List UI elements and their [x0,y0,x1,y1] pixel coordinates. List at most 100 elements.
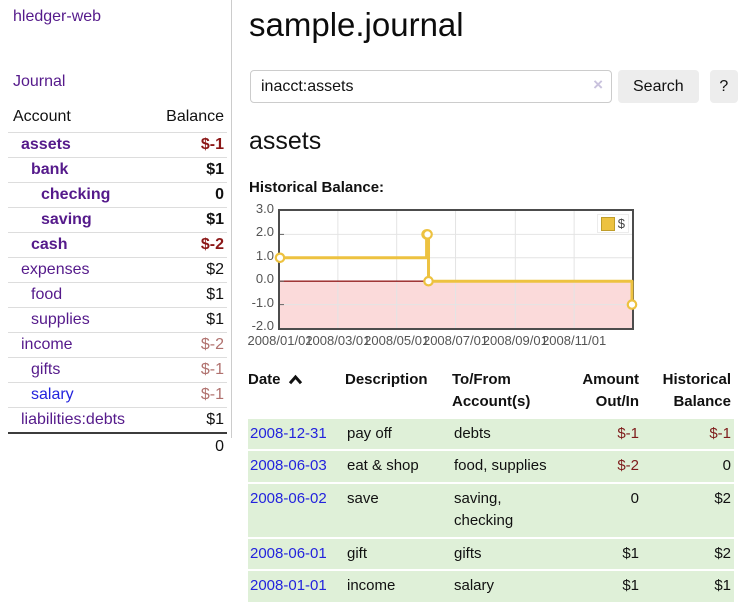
y-axis-label: 0.0 [255,271,274,287]
account-balance: $-1 [160,132,227,158]
tx-description: eat & shop [345,449,452,483]
account-link[interactable]: expenses [21,261,90,278]
chart-section-label: Historical Balance: [249,179,385,196]
account-link[interactable]: supplies [31,311,90,328]
account-row: checking 0 [8,182,227,208]
account-row: bank $1 [8,157,227,183]
account-link[interactable]: cash [31,236,68,253]
transaction-row: 2008-01-01 income salary $1 $1 [248,569,734,602]
account-link[interactable]: checking [41,186,111,203]
account-row: liabilities:debts $1 [8,407,227,433]
transactions-header-row: Date Description To/From Account(s) Amou… [248,367,734,418]
account-balance: $-1 [160,357,227,383]
data-point [626,299,638,310]
tx-amount: $-2 [564,449,642,483]
y-axis-label: 2.0 [255,224,274,240]
data-point [274,252,286,264]
tx-description: gift [345,536,452,570]
tx-accounts: debts [452,416,564,450]
account-balance: $-2 [160,232,227,258]
account-row: supplies $1 [8,307,227,333]
account-row: salary $-1 [8,382,227,408]
data-point [422,229,433,240]
transaction-date-link[interactable]: 2008-06-01 [250,544,327,562]
account-row: expenses $2 [8,257,227,283]
page-title: sample.journal [249,6,464,43]
transaction-row: 2008-06-02 save saving, checking 0 $2 [248,481,734,538]
account-heading: assets [249,127,322,155]
account-balance: $1 [160,282,227,308]
accounts-total-row: 0 [8,432,227,460]
account-row: cash $-2 [8,232,227,258]
transactions-header-balance: Historical Balance [662,371,731,410]
account-link[interactable]: food [31,286,63,303]
account-balance: $1 [160,157,227,183]
sidebar-item-journal[interactable]: Journal [13,73,66,90]
account-link[interactable]: bank [31,161,69,178]
tx-accounts: saving, checking [452,481,564,538]
account-row: assets $-1 [8,132,227,158]
accounts-table: Account Balance assets $-1 bank $1 checking 0… [8,104,227,460]
tx-balance: $-1 [642,416,734,450]
transaction-date-link[interactable]: 2008-06-03 [250,457,327,474]
account-link[interactable]: salary [31,386,74,403]
transaction-row: 2008-12-31 pay off debts $-1 $-1 [248,416,734,450]
legend-label: $ [617,216,625,231]
account-balance: $-2 [160,332,227,358]
account-balance: $1 [160,307,227,333]
accounts-total-value: 0 [160,432,227,460]
transactions-body: 2008-12-31 pay off debts $-1 $-1 2008-06-03 ea… [248,416,734,602]
legend-swatch [600,216,615,231]
sidebar: hledger-web Journal Account Balance asse… [0,0,232,460]
historical-balance-chart: $ 3.0 2.0 1.0 0.0 -1.0 -2.0 2008/01/01 2008/03/… [247,201,738,350]
transactions-header-amount: Amount Out/In [582,371,639,410]
main-content: sample.journal × Search ? assets Histori… [247,0,738,602]
tx-amount: $-1 [564,416,642,450]
account-link[interactable]: income [21,336,73,353]
sort-ascending-icon [288,374,303,385]
transaction-date-link[interactable]: 2008-01-01 [250,577,327,594]
tx-accounts: food, supplies [452,449,564,483]
account-balance: $1 [160,407,227,433]
account-link[interactable]: saving [41,211,92,228]
tx-balance: 0 [642,449,734,483]
y-axis-label: 1.0 [255,247,274,263]
transaction-date-link[interactable]: 2008-12-31 [250,424,327,442]
search-button[interactable]: Search [618,70,699,103]
account-row: income $-2 [8,332,227,358]
accounts-header-row: Account Balance [8,104,227,133]
accounts-table-body: assets $-1 bank $1 checking 0 saving $1 cash $-2 e… [8,132,227,433]
account-link[interactable]: gifts [31,361,61,378]
tx-description: income [345,569,452,602]
tx-accounts: salary [452,569,564,602]
accounts-header-account: Account [13,108,71,125]
x-axis-label: 2008/01/01 [247,333,313,348]
app-brand-link[interactable]: hledger-web [13,8,102,25]
account-link[interactable]: assets [21,136,71,153]
account-link[interactable]: liabilities:debts [21,411,126,428]
tx-balance: $2 [642,481,734,538]
help-button[interactable]: ? [709,70,738,103]
chart-legend: $ [596,214,629,233]
tx-description: pay off [345,416,452,450]
account-balance: $2 [160,257,227,283]
transactions-header-date: Date [248,367,345,418]
tx-amount: $1 [564,536,642,570]
accounts-header-balance: Balance [166,108,224,125]
tx-amount: 0 [564,481,642,538]
transactions-header-description: Description [345,371,428,388]
search-input[interactable] [250,70,612,103]
data-point [423,275,434,287]
y-axis-label: -2.0 [251,318,274,333]
tx-description: save [345,481,452,538]
account-row: gifts $-1 [8,357,227,383]
tx-balance: $2 [642,536,734,570]
clear-search-icon[interactable]: × [593,75,603,94]
search-form: × Search ? [250,70,738,103]
tx-balance: $1 [642,569,734,602]
account-row: food $1 [8,282,227,308]
x-axis-label: 2008/05/01 [364,333,430,348]
transaction-date-link[interactable]: 2008-06-02 [250,489,327,507]
x-axis-label: 2008/09/01 [482,333,548,348]
x-axis-label: 2008/03/01 [305,333,371,348]
